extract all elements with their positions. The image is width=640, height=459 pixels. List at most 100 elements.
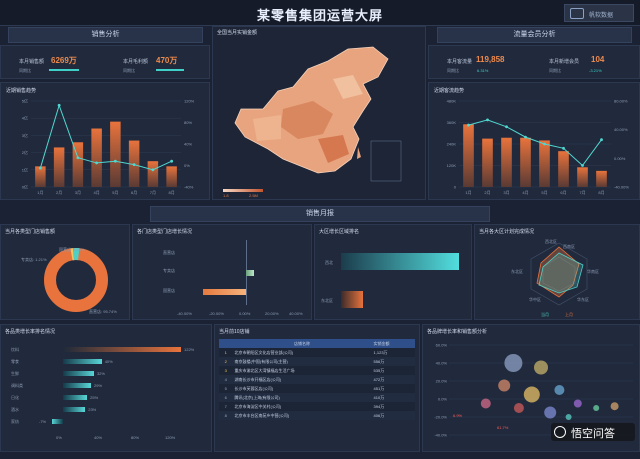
- radar-grid: [530, 242, 588, 306]
- trend-point[interactable]: [38, 166, 42, 170]
- south-sea-inset: [370, 140, 402, 182]
- bubble[interactable]: [544, 406, 557, 419]
- trend-point[interactable]: [581, 164, 584, 167]
- bubble[interactable]: [610, 402, 619, 411]
- bubble[interactable]: [593, 405, 600, 411]
- radar-chart: [530, 242, 588, 306]
- bubble[interactable]: [480, 398, 491, 409]
- bar[interactable]: [53, 147, 65, 187]
- x-tick: 6月: [131, 190, 137, 195]
- table-row[interactable]: 8 北京市丰台区南苑乡中营(公司) 406万: [219, 411, 415, 420]
- trend-point[interactable]: [132, 163, 136, 167]
- kpi-sub: 同期比: [549, 68, 561, 73]
- top10-title: 当月前10店铺: [219, 329, 250, 335]
- kpi-bar: [156, 69, 184, 71]
- bubble[interactable]: [534, 360, 548, 375]
- bar[interactable]: [463, 124, 474, 187]
- bar[interactable]: [520, 137, 531, 187]
- traffic-trend-chart: 0 120K 240K 360K 480K -40.00% 0.00% 40.00% 80.00…: [447, 99, 630, 196]
- trend-point[interactable]: [543, 142, 546, 146]
- table-row[interactable]: 2 南京鼓楼(中国)有限公司(主营) 556万: [219, 357, 415, 366]
- col-name: 店铺名称: [294, 340, 311, 346]
- trend-line: [39, 103, 172, 171]
- bar[interactable]: [539, 140, 550, 187]
- scatter-chart: 60.0% 40.0% 20.0% 0.0% -20.0% -40.0% 6.9% 61.7%: [434, 343, 633, 438]
- table-row[interactable]: 1 北京市朝阳区文化店营业部(公司) 1,123万: [219, 348, 415, 357]
- cell-rank: 2: [224, 359, 227, 364]
- map-region: [253, 115, 281, 141]
- bubble[interactable]: [504, 354, 523, 372]
- bar[interactable]: [577, 167, 588, 187]
- kpi-bar: [49, 69, 79, 71]
- trend-point[interactable]: [486, 118, 489, 122]
- category-value: 32%: [96, 371, 105, 376]
- category-bar: [63, 383, 92, 388]
- region-row-label: 东北区: [321, 298, 333, 303]
- kpi-sub: 同期比: [447, 68, 459, 73]
- bubble[interactable]: [498, 379, 511, 392]
- table-row[interactable]: 7 北京市海淀区中关村(公司) 394万: [219, 402, 415, 411]
- kpi-sub: 同期比: [123, 68, 135, 73]
- y-tick: -40.0%: [434, 433, 447, 438]
- trend-point[interactable]: [170, 159, 174, 163]
- bubble[interactable]: [565, 414, 572, 420]
- category-bar: [63, 347, 181, 352]
- cell-rank: 8: [224, 413, 227, 418]
- x-tick: 8月: [169, 190, 175, 195]
- kpi-value: 104: [591, 55, 605, 64]
- x-tick: 5月: [112, 190, 118, 195]
- bubble[interactable]: [554, 385, 565, 395]
- china-map[interactable]: [223, 39, 413, 189]
- table-row[interactable]: 6 腾讯(北京)上海(有限公司) 410万: [219, 393, 415, 402]
- trend-point[interactable]: [562, 146, 565, 150]
- bubble[interactable]: [513, 403, 524, 413]
- category-title: 各品类增长率排名情况: [5, 329, 56, 335]
- region-panel: 大区增长区域排名 西北 东北区: [314, 224, 472, 320]
- trend-point[interactable]: [600, 138, 603, 142]
- trend-point[interactable]: [76, 156, 80, 160]
- bar[interactable]: [147, 161, 159, 187]
- category-label: 生鲜: [11, 371, 19, 376]
- section-sales: 销售分析: [8, 27, 203, 43]
- sales-trend-panel: 近期销售趋势 0亿 1亿 2亿 3亿 4亿 5亿 -40% 0% 40% 80% 120% 1月 2月 3…: [0, 82, 210, 200]
- trend-point[interactable]: [113, 159, 117, 163]
- bar[interactable]: [35, 166, 46, 187]
- growth-row-label: 专卖店: [163, 268, 175, 273]
- region-bar: [341, 253, 459, 270]
- bar[interactable]: [596, 170, 607, 187]
- donut-label: 专卖店: 1.21%: [21, 257, 47, 262]
- bar[interactable]: [72, 142, 84, 187]
- category-label: 日化: [11, 395, 19, 400]
- bar[interactable]: [166, 166, 177, 187]
- category-tick: 0%: [56, 435, 62, 440]
- category-value: 122%: [184, 347, 195, 352]
- scatter-title: 各品牌增长率和销售额分析: [427, 329, 488, 335]
- trend-point[interactable]: [95, 161, 99, 165]
- map-legend-min: 1.8: [223, 193, 229, 198]
- cell-name: 北京市丰台区南苑乡中营(公司): [234, 412, 290, 418]
- bar[interactable]: [558, 151, 569, 187]
- cell-name: 南京鼓楼(中国)有限公司(主营): [234, 358, 288, 364]
- table-row[interactable]: 4 湖南长沙市开福区店(公司) 472万: [219, 375, 415, 384]
- bar[interactable]: [482, 138, 493, 187]
- trend-point[interactable]: [505, 125, 508, 129]
- trend-point[interactable]: [57, 103, 61, 107]
- table-row[interactable]: 3 重庆市渝北区大湾镇福店生活广场 535万: [219, 366, 415, 375]
- table-row[interactable]: 5 长沙市芙蓉区店(公司) 451万: [219, 384, 415, 393]
- y-tick: 1亿: [22, 166, 28, 172]
- cell-name: 北京市海淀区中关村(公司): [234, 403, 282, 409]
- y-tick: 5亿: [22, 98, 28, 104]
- bar[interactable]: [110, 121, 121, 187]
- y-tick: 0: [454, 185, 457, 190]
- bubble[interactable]: [573, 399, 582, 408]
- taiwan-region: [357, 147, 361, 159]
- trend-point[interactable]: [467, 123, 470, 127]
- bubble[interactable]: [523, 386, 540, 403]
- top10-table: 店铺名称 实销金额 1 北京市朝阳区文化店营业部(公司) 1,123万 2 南京鼓楼(中…: [219, 339, 415, 420]
- trend-point[interactable]: [151, 168, 155, 172]
- bar[interactable]: [501, 137, 512, 187]
- trend-point[interactable]: [524, 135, 527, 139]
- section-traffic: 流量会员分析: [437, 27, 632, 43]
- radar-series-current: [538, 252, 584, 294]
- bar[interactable]: [91, 128, 102, 187]
